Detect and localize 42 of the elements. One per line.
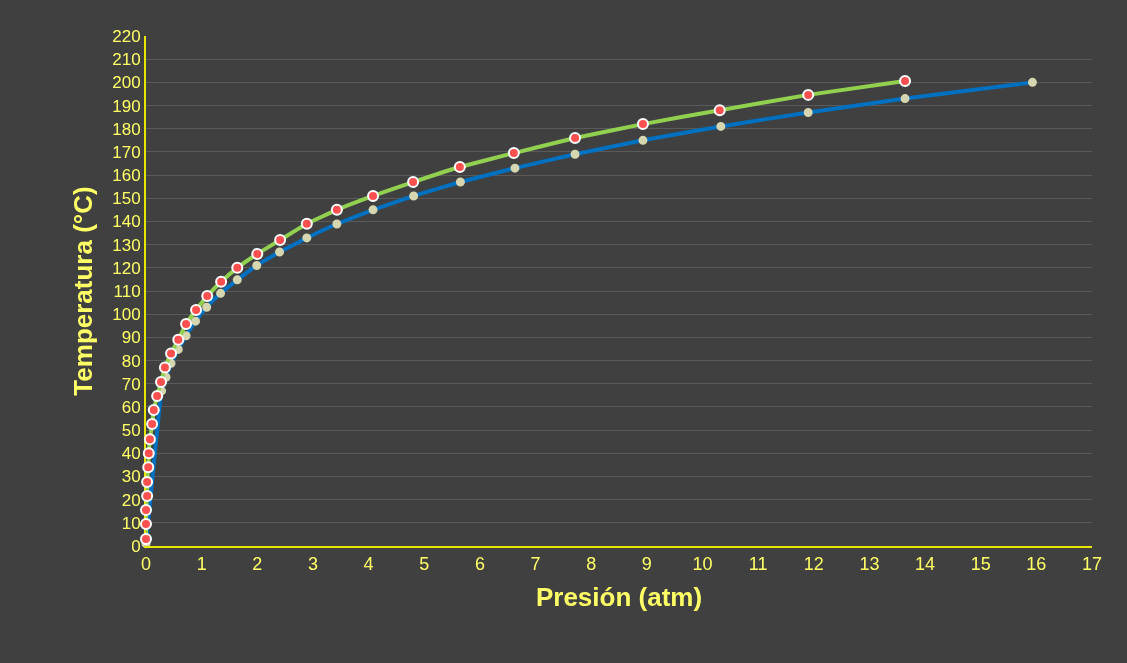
y-tick-label: 130: [112, 235, 141, 255]
y-tick-label: 150: [112, 189, 141, 209]
y-tick-label: 30: [121, 467, 141, 487]
y-tick-label: 80: [121, 351, 141, 371]
y-tick-label: 90: [121, 328, 141, 348]
y-tick-label: 0: [131, 536, 141, 556]
y-tick-label: 140: [112, 212, 141, 232]
y-tick-label: 180: [112, 119, 141, 139]
x-tick-label: 15: [970, 553, 991, 574]
y-tick-label: 100: [112, 305, 141, 325]
y-tick-label: 210: [112, 50, 141, 70]
y-tick-label: 120: [112, 258, 141, 278]
y-tick-label: 40: [121, 444, 141, 464]
x-tick-label: 12: [803, 553, 824, 574]
x-tick-label: 2: [252, 553, 263, 574]
y-tick-label: 200: [112, 73, 141, 93]
x-tick-label: 14: [915, 553, 936, 574]
x-tick-label: 10: [692, 553, 713, 574]
y-tick-label: 20: [121, 490, 141, 510]
x-tick-label: 3: [307, 553, 318, 574]
y-tick-label: 50: [121, 421, 141, 441]
y-tick-label: 170: [112, 142, 141, 162]
x-tick-label: 4: [363, 553, 374, 574]
y-tick-label: 10: [121, 513, 141, 533]
y-tick-label: 60: [121, 397, 141, 417]
y-tick-label: 190: [112, 96, 141, 116]
x-tick-label: 11: [748, 553, 768, 574]
y-tick-label: 160: [112, 166, 141, 186]
y-tick-label: 110: [113, 281, 141, 301]
x-tick-label: 5: [419, 553, 430, 574]
x-tick-label: 9: [641, 553, 652, 574]
y-axis-title: Temperatura (°C): [68, 186, 99, 396]
y-tick-label: 70: [121, 374, 141, 394]
x-tick-label: 1: [196, 553, 207, 574]
x-tick-label: 16: [1026, 553, 1047, 574]
x-tick-label: 17: [1081, 553, 1103, 574]
x-tick-label: 13: [859, 553, 880, 574]
x-tick-label: 7: [530, 553, 541, 574]
x-tick-label: 8: [586, 553, 597, 574]
x-tick-label: 6: [474, 553, 485, 574]
y-tick-label: 220: [112, 26, 141, 46]
x-axis-title: Presión (atm): [535, 581, 703, 612]
